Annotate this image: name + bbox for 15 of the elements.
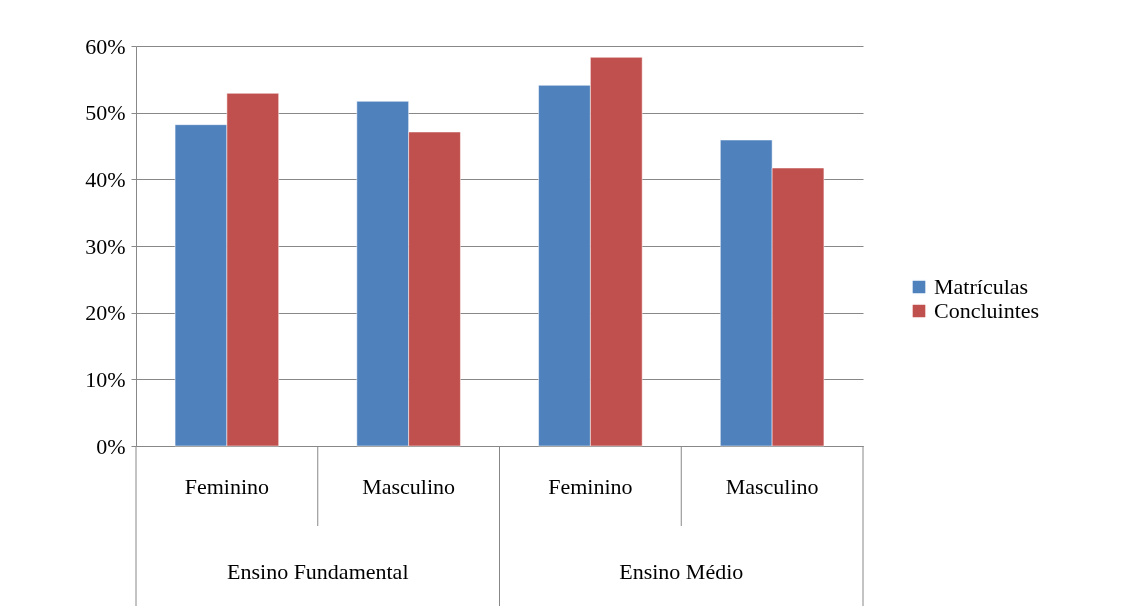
x-tick-label: Feminino bbox=[184, 473, 270, 499]
y-tick-label: 50% bbox=[85, 100, 126, 126]
y-tick-label: 40% bbox=[85, 166, 126, 192]
x-tick-label: Masculino bbox=[725, 473, 819, 499]
text: Ensino Médio bbox=[619, 559, 744, 584]
legend-label: Matrículas bbox=[934, 274, 1029, 299]
y-tick-label: 30% bbox=[85, 233, 126, 259]
x-tick-label: Feminino bbox=[548, 473, 633, 499]
text: Ensino Fundamental bbox=[227, 559, 409, 584]
x-tick-label: Masculino bbox=[362, 473, 456, 499]
y-tick-label: 10% bbox=[85, 366, 126, 392]
legend-label: Concluintes bbox=[934, 298, 1040, 323]
y-tick-label: 20% bbox=[85, 300, 126, 326]
y-tick-label: 0% bbox=[96, 433, 126, 459]
y-tick-label: 60% bbox=[85, 33, 126, 59]
